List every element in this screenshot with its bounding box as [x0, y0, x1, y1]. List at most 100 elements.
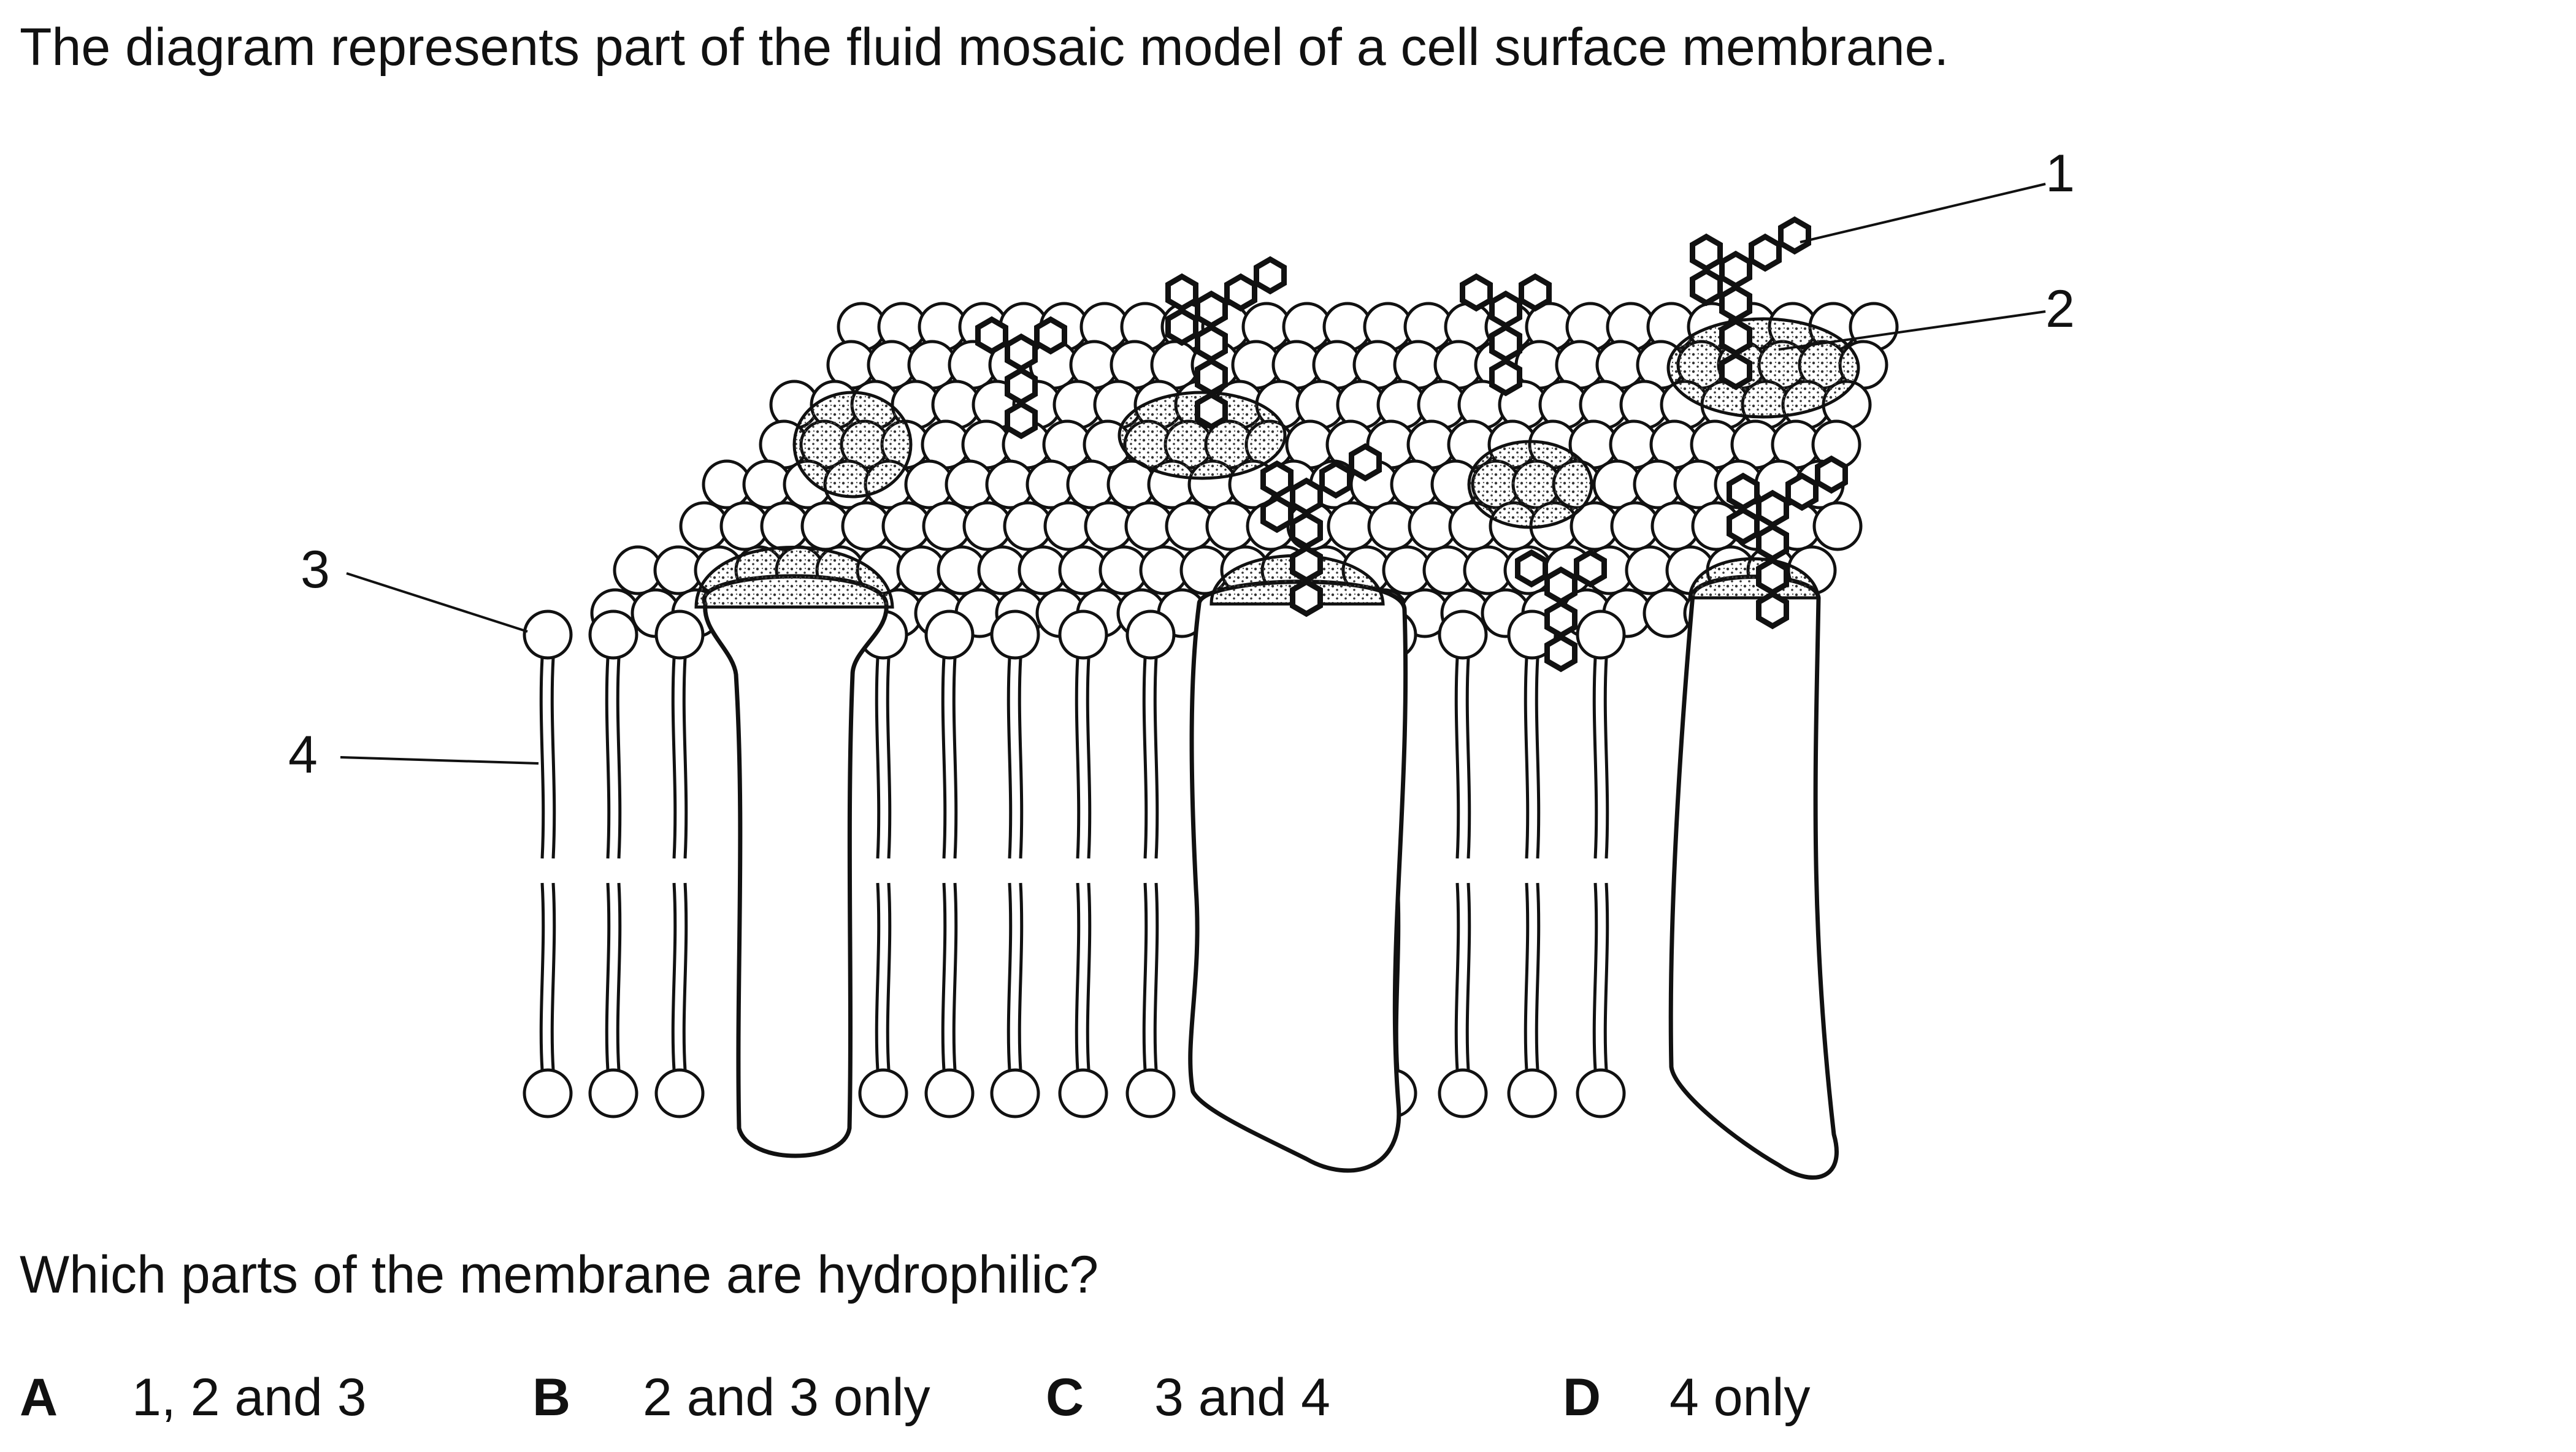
label-1: 1 [2045, 144, 2075, 203]
protein-cap [694, 546, 894, 609]
phospholipid-head [654, 609, 705, 660]
fatty-acid-tail [886, 657, 892, 859]
sugar-hexagon [1719, 318, 1752, 357]
sugar-hexagon [1544, 600, 1577, 639]
fatty-acid-tail [941, 657, 947, 859]
transmembrane-protein-layer [694, 546, 1839, 1180]
sugar-hexagon [1515, 549, 1548, 588]
surface-protein [1467, 440, 1593, 529]
fatty-acid-tail [1086, 882, 1092, 1071]
sugar-hexagon [1544, 566, 1577, 605]
phospholipid-head [1125, 1068, 1176, 1118]
fatty-acid-tail [1535, 657, 1541, 859]
surface-protein [1666, 317, 1860, 419]
fatty-acid-tail [1086, 657, 1092, 859]
sugar-hexagon [1719, 250, 1752, 289]
fatty-acid-tail [1454, 882, 1460, 1071]
sugar-hexagon [1260, 494, 1294, 533]
option-b-letter[interactable]: B [532, 1368, 571, 1427]
sugar-hexagon [1195, 324, 1228, 363]
fatty-acid-tail [1592, 657, 1598, 859]
sugar-hexagon [1034, 316, 1067, 355]
sugar-hexagon [1195, 357, 1228, 397]
fatty-acid-tail [941, 882, 947, 1071]
fatty-acid-tail-layer [539, 657, 1609, 1071]
phospholipid-head [1812, 501, 1863, 551]
sugar-hexagon [1489, 290, 1522, 329]
fatty-acid-tail [1142, 882, 1148, 1071]
sugar-hexagon [1756, 590, 1789, 630]
sugar-hexagon [1756, 523, 1789, 562]
fatty-acid-tail [1153, 657, 1159, 859]
phospholipid-head [1058, 1068, 1108, 1118]
transmembrane-protein [1668, 575, 1839, 1180]
fatty-acid-tail [1524, 882, 1530, 1071]
phospholipid-head [924, 609, 975, 660]
phospholipid-head [1507, 1068, 1557, 1118]
sugar-hexagon [1489, 324, 1522, 363]
sugar-hexagon [1165, 307, 1198, 346]
fatty-acid-tail [671, 657, 677, 859]
sugar-hexagon [1254, 256, 1287, 295]
fatty-acid-tail [886, 882, 892, 1071]
phospholipid-head [654, 1068, 705, 1118]
fatty-acid-tail [875, 657, 881, 859]
sugar-hexagon [1349, 443, 1382, 482]
sugar-hexagon [1519, 273, 1552, 312]
phospholipid-bottom-head-row [523, 1068, 1626, 1118]
sugar-hexagon [1756, 489, 1789, 529]
transmembrane-protein [1188, 579, 1408, 1173]
sugar-hexagon [1290, 511, 1323, 550]
option-b-text[interactable]: 2 and 3 only [643, 1368, 930, 1427]
label-2-line [1778, 310, 2046, 351]
phospholipid-head [924, 1068, 975, 1118]
phospholipid-head [1438, 609, 1488, 660]
fatty-acid-tail [1142, 657, 1148, 859]
fatty-acid-tail [952, 657, 958, 859]
fatty-acid-tail [682, 657, 688, 859]
fatty-acid-tail [1006, 882, 1013, 1071]
fatty-acid-tail [616, 882, 622, 1071]
transmembrane-protein [702, 574, 889, 1158]
question-text: Which parts of the membrane are hydrophi… [20, 1245, 1099, 1304]
option-d-letter[interactable]: D [1563, 1368, 1601, 1427]
phospholipid-head [523, 609, 573, 660]
fatty-acid-tail [1153, 882, 1159, 1071]
fatty-acid-tail [1018, 882, 1024, 1071]
sugar-hexagon [1319, 460, 1352, 499]
phospholipid-head [588, 609, 638, 660]
phospholipid-head [990, 609, 1040, 660]
sugar-hexagon [1005, 333, 1038, 372]
fatty-acid-tail [1454, 657, 1460, 859]
label-2: 2 [2045, 280, 2075, 338]
phospholipid-head [858, 1068, 908, 1118]
label-lines [340, 183, 2046, 765]
option-c-text[interactable]: 3 and 4 [1154, 1368, 1330, 1427]
fatty-acid-tail [539, 882, 545, 1071]
fatty-acid-tail [539, 657, 545, 859]
option-a-text[interactable]: 1, 2 and 3 [132, 1368, 367, 1427]
phospholipid-head [1576, 1068, 1626, 1118]
sugar-hexagon [1690, 233, 1723, 272]
fatty-acid-tail [1535, 882, 1541, 1071]
option-a-letter[interactable]: A [20, 1368, 58, 1427]
option-d-text[interactable]: 4 only [1669, 1368, 1811, 1427]
option-c-letter[interactable]: C [1046, 1368, 1084, 1427]
sugar-hexagon [1690, 267, 1723, 307]
question-intro: The diagram represents part of the fluid… [20, 18, 1949, 77]
fatty-acid-tail [550, 657, 556, 859]
sugar-hexagon [1544, 633, 1577, 673]
phospholipid-head [1576, 609, 1626, 660]
label-1-line [1800, 183, 2046, 243]
label-4-line [340, 756, 539, 765]
fatty-acid-tail [1075, 882, 1081, 1071]
sugar-hexagon [1778, 216, 1811, 255]
sugar-hexagon [1785, 472, 1819, 511]
fatty-acid-tail [550, 882, 556, 1071]
sugar-hexagon [1756, 557, 1789, 596]
sugar-hexagon [1195, 391, 1228, 430]
phospholipid-head [1438, 1068, 1488, 1118]
fatty-acid-tail [616, 657, 622, 859]
phospholipid-head [1125, 609, 1176, 660]
